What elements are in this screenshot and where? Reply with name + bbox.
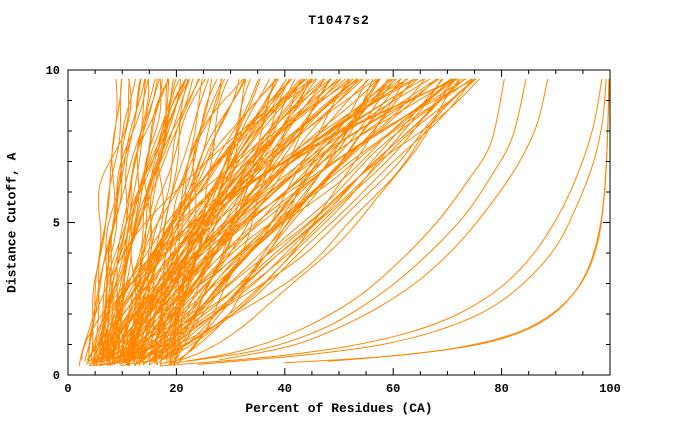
svg-text:5: 5 bbox=[53, 217, 60, 231]
svg-text:0: 0 bbox=[64, 382, 71, 396]
svg-text:80: 80 bbox=[494, 382, 508, 396]
svg-text:0: 0 bbox=[53, 369, 60, 383]
svg-text:100: 100 bbox=[599, 382, 621, 396]
plot-frame bbox=[67, 69, 611, 376]
x-axis-label: Percent of Residues (CA) bbox=[245, 401, 433, 416]
svg-text:40: 40 bbox=[278, 382, 292, 396]
svg-text:60: 60 bbox=[386, 382, 400, 396]
tick-labels: 0 20 40 60 80 100 0 5 10 bbox=[46, 64, 621, 396]
svg-text:10: 10 bbox=[46, 64, 60, 78]
chart-title: T1047s2 bbox=[308, 13, 370, 28]
svg-text:20: 20 bbox=[169, 382, 183, 396]
model-curves bbox=[78, 78, 610, 367]
